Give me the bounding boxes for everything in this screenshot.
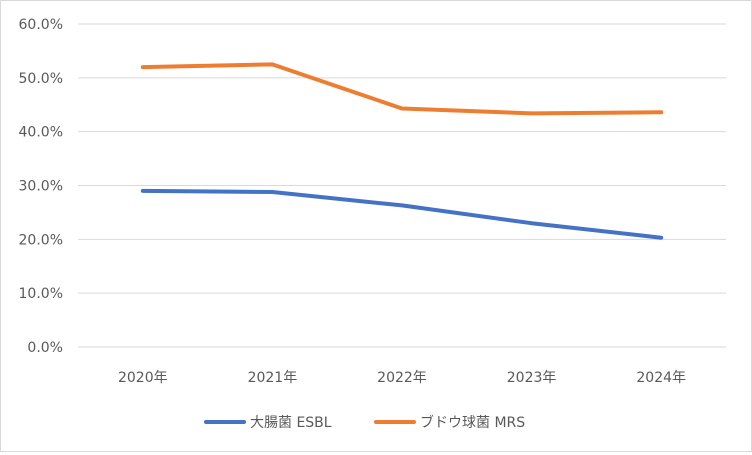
series-line-2 — [140, 62, 664, 116]
legend: 大腸菌 ESBL ブドウ球菌 MRS — [204, 414, 525, 431]
gridlines — [78, 23, 726, 348]
y-tick-label: 10.0% — [19, 286, 63, 302]
x-tick-label: 2024年 — [636, 370, 686, 386]
x-tick-label: 2023年 — [507, 370, 557, 386]
x-axis-tick-labels: 2020年 2021年 2022年 2023年 2024年 — [118, 370, 686, 386]
y-tick-label: 20.0% — [19, 232, 63, 248]
legend-label: 大腸菌 ESBL — [250, 415, 332, 431]
x-tick-label: 2022年 — [377, 370, 427, 386]
x-tick-label: 2020年 — [118, 370, 168, 386]
series-lines — [140, 62, 664, 240]
y-tick-label: 50.0% — [19, 71, 63, 87]
y-tick-label: 0.0% — [27, 340, 63, 356]
y-tick-label: 30.0% — [19, 179, 63, 195]
legend-label: ブドウ球菌 MRS — [420, 414, 525, 431]
y-tick-label: 40.0% — [19, 125, 63, 141]
x-tick-label: 2021年 — [248, 370, 298, 386]
y-axis-tick-labels: 0.0% 10.0% 20.0% 30.0% 40.0% 50.0% 60.0% — [19, 17, 63, 356]
series-line-1 — [140, 188, 664, 240]
y-tick-label: 60.0% — [19, 17, 63, 33]
